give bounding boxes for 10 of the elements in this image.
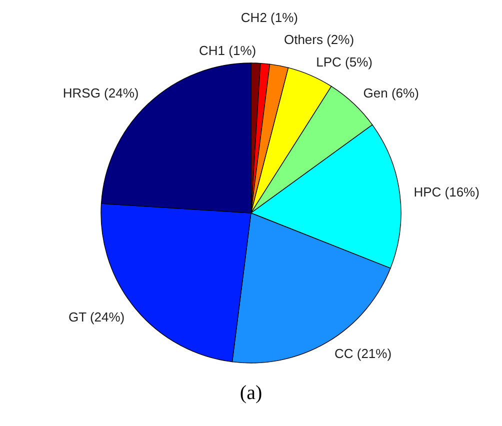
slice-label: CH2 (1%) xyxy=(240,10,298,25)
text: (a) xyxy=(240,382,262,404)
slice-label: HPC (16%) xyxy=(414,184,480,200)
slice-label: GT (24%) xyxy=(68,310,125,325)
slice-label: CC (21%) xyxy=(334,346,392,362)
slice-label: Others (2%) xyxy=(284,32,354,48)
slice-label: CH1 (1%) xyxy=(199,43,256,58)
slice-label: LPC (5%) xyxy=(316,54,372,70)
slice-label: Gen (6%) xyxy=(363,85,419,100)
slice-label: HRSG (24%) xyxy=(62,85,139,100)
